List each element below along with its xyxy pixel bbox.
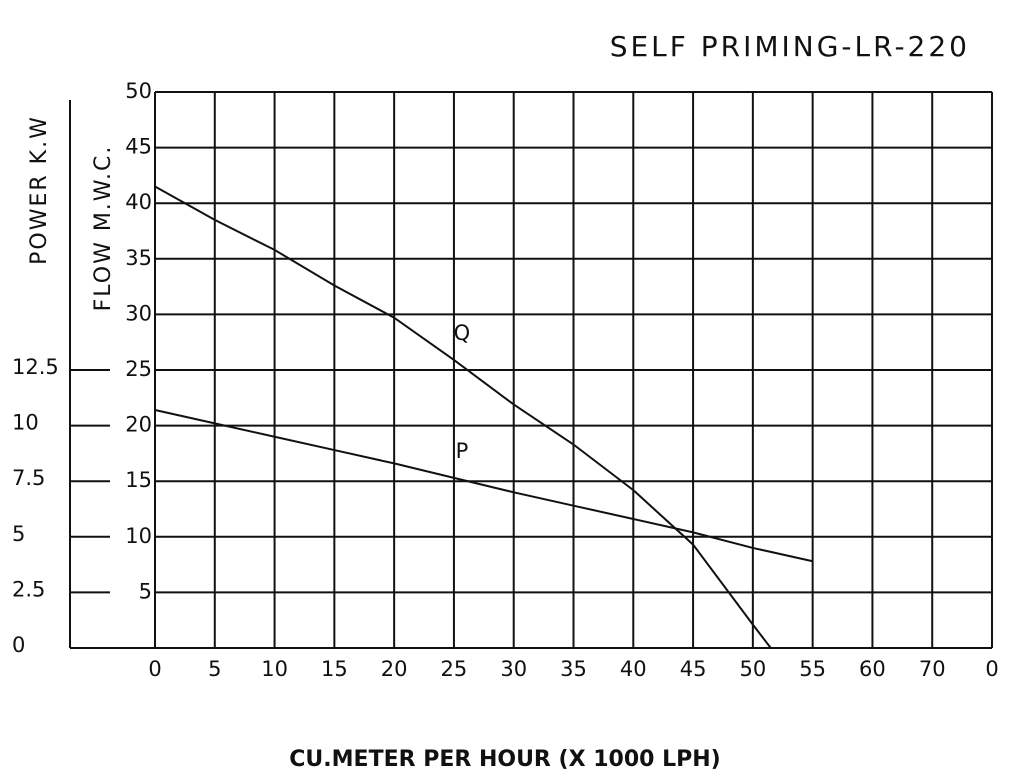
x-axis-label: CU.METER PER HOUR (X 1000 LPH) bbox=[289, 747, 720, 772]
y-tick-label: 25 bbox=[125, 357, 152, 381]
y-tick-label: 30 bbox=[125, 301, 152, 325]
series-label: P bbox=[456, 439, 469, 463]
x-tick-label: 70 bbox=[919, 657, 946, 681]
y2-tick-label: 5 bbox=[12, 522, 25, 546]
x-tick-label: 55 bbox=[799, 657, 826, 681]
y-tick-label: 45 bbox=[125, 135, 152, 159]
y-tick-label: 10 bbox=[125, 524, 152, 548]
x-tick-label: 45 bbox=[680, 657, 707, 681]
x-tick-label: 20 bbox=[381, 657, 408, 681]
x-tick-label: 40 bbox=[620, 657, 647, 681]
x-tick-label: 30 bbox=[500, 657, 527, 681]
y-tick-label: 20 bbox=[125, 413, 152, 437]
y-axis-label: FLOW M.W.C. bbox=[91, 145, 116, 312]
x-tick-label: 25 bbox=[441, 657, 468, 681]
series-line bbox=[154, 185, 772, 649]
x-tick-label: 10 bbox=[261, 657, 288, 681]
y-tick-label: 35 bbox=[125, 246, 152, 270]
y2-axis-label: POWER K.W bbox=[27, 115, 52, 265]
y2-tick-label: 2.5 bbox=[12, 577, 45, 601]
x-tick-label: 0 bbox=[985, 657, 998, 681]
x-tick-label: 15 bbox=[321, 657, 348, 681]
y-tick-label: 5 bbox=[139, 579, 152, 603]
x-tick-label: 0 bbox=[148, 657, 161, 681]
y2-tick-label: 7.5 bbox=[12, 466, 45, 490]
y-tick-label: 40 bbox=[125, 190, 152, 214]
y-tick-label: 15 bbox=[125, 468, 152, 492]
y-tick-label: 50 bbox=[125, 79, 152, 103]
x-tick-label: 5 bbox=[208, 657, 221, 681]
x-tick-label: 60 bbox=[859, 657, 886, 681]
y2-tick-label: 10 bbox=[12, 411, 39, 435]
series-line bbox=[154, 409, 813, 563]
y2-tick-label: 12.5 bbox=[12, 355, 59, 379]
x-tick-label: 50 bbox=[739, 657, 766, 681]
series-label: Q bbox=[454, 321, 471, 345]
chart-title: SELF PRIMING-LR-220 bbox=[610, 30, 970, 63]
y2-tick-label: 0 bbox=[12, 633, 25, 657]
x-tick-label: 35 bbox=[560, 657, 587, 681]
